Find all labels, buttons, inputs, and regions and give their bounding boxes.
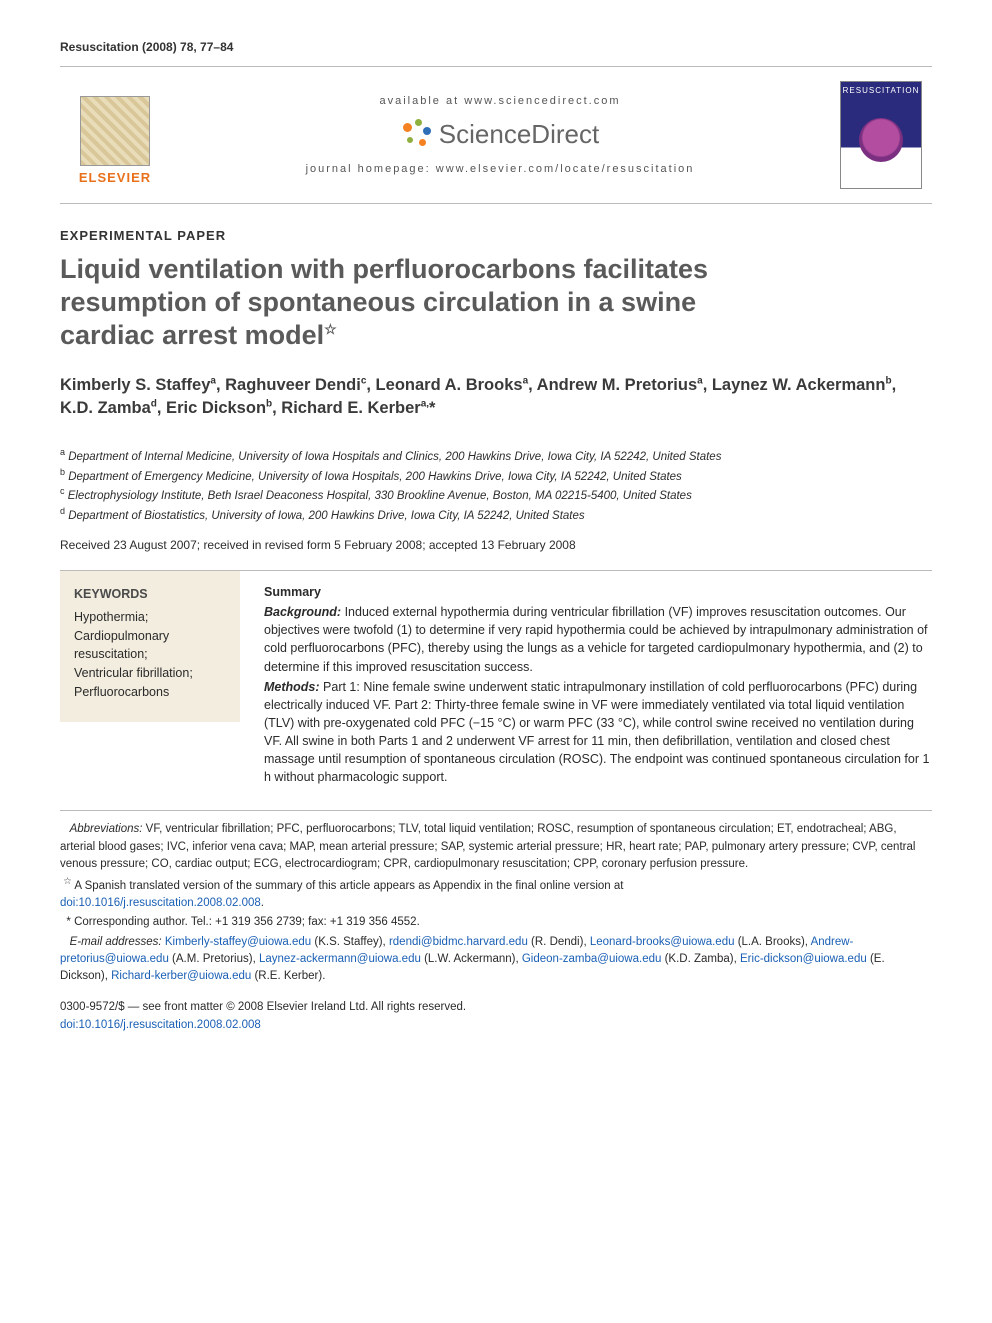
emails-list: Kimberly-staffey@uiowa.edu (K.S. Staffey…: [60, 936, 885, 983]
affiliations: a Department of Internal Medicine, Unive…: [60, 446, 932, 524]
keywords-heading: KEYWORDS: [74, 585, 226, 604]
keywords-box: KEYWORDS Hypothermia;Cardiopulmonary res…: [60, 571, 240, 722]
copyright-line: 0300-9572/$ — see front matter © 2008 El…: [60, 999, 932, 1016]
emails-lead: E-mail addresses:: [70, 936, 162, 948]
title-line-3: cardiac arrest model: [60, 320, 324, 350]
affiliation-line: d Department of Biostatistics, Universit…: [60, 505, 932, 525]
affiliation-line: b Department of Emergency Medicine, Univ…: [60, 466, 932, 486]
author-email-who: (L.A. Brooks),: [735, 936, 811, 948]
cover-heart-icon: [859, 118, 903, 162]
star-doi-suffix: .: [261, 897, 264, 909]
journal-header: ELSEVIER available at www.sciencedirect.…: [60, 66, 932, 204]
summary-heading: Summary: [264, 583, 932, 601]
divider: [60, 810, 932, 811]
title-line-1: Liquid ventilation with perfluorocarbons…: [60, 254, 708, 284]
sd-wordmark: ScienceDirect: [439, 119, 599, 150]
author-email-link[interactable]: Laynez-ackermann@uiowa.edu: [259, 953, 421, 965]
header-center: available at www.sciencedirect.com Scien…: [176, 95, 824, 175]
running-head: Resuscitation (2008) 78, 77–84: [60, 40, 932, 54]
cover-journal-title: RESUSCITATION: [841, 86, 921, 95]
summary-row: KEYWORDS Hypothermia;Cardiopulmonary res…: [60, 571, 932, 788]
author-email-who: (K.S. Staffey),: [311, 936, 389, 948]
elsevier-tree-icon: [80, 96, 150, 166]
author-email-link[interactable]: Richard-kerber@uiowa.edu: [111, 970, 251, 982]
summary-methods: Methods: Part 1: Nine female swine under…: [264, 678, 932, 787]
spanish-footnote: ☆ A Spanish translated version of the su…: [60, 875, 932, 912]
summary-background: Background: Induced external hypothermia…: [264, 603, 932, 676]
title-footnote-mark: ☆: [324, 321, 337, 337]
author-email-who: (A.M. Pretorius),: [169, 953, 259, 965]
spanish-doi-link[interactable]: doi:10.1016/j.resuscitation.2008.02.008: [60, 897, 261, 909]
author-email-link[interactable]: Leonard-brooks@uiowa.edu: [590, 936, 735, 948]
author-email-who: (R.E. Kerber).: [251, 970, 325, 982]
author-email-link[interactable]: Kimberly-staffey@uiowa.edu: [165, 936, 311, 948]
available-at: available at www.sciencedirect.com: [176, 95, 824, 107]
keyword-item: Cardiopulmonary resuscitation;: [74, 627, 226, 665]
journal-cover-thumb: RESUSCITATION: [840, 81, 922, 189]
corresponding-footnote: * Corresponding author. Tel.: +1 319 356…: [60, 914, 932, 931]
article-doi-link[interactable]: doi:10.1016/j.resuscitation.2008.02.008: [60, 1019, 261, 1031]
sd-dots-icon: [401, 117, 435, 151]
affiliation-line: a Department of Internal Medicine, Unive…: [60, 446, 932, 466]
elsevier-wordmark: ELSEVIER: [79, 170, 151, 185]
abbrev-lead: Abbreviations:: [70, 823, 143, 835]
keywords-list: Hypothermia;Cardiopulmonary resuscitatio…: [74, 608, 226, 702]
star-text: A Spanish translated version of the summ…: [72, 880, 624, 892]
author-email-who: (K.D. Zamba),: [661, 953, 740, 965]
abbreviations-footnote: Abbreviations: VF, ventricular fibrillat…: [60, 821, 932, 873]
star-mark: ☆: [63, 876, 72, 887]
journal-homepage: journal homepage: www.elsevier.com/locat…: [176, 163, 824, 175]
keyword-item: Hypothermia;: [74, 608, 226, 627]
methods-lead: Methods:: [264, 680, 320, 694]
sciencedirect-logo: ScienceDirect: [176, 117, 824, 151]
abbrev-text: VF, ventricular fibrillation; PFC, perfl…: [60, 823, 915, 870]
article-type-label: EXPERIMENTAL PAPER: [60, 228, 932, 243]
article-title: Liquid ventilation with perfluorocarbons…: [60, 253, 932, 352]
keyword-item: Ventricular fibrillation;: [74, 664, 226, 683]
background-text: Induced external hypothermia during vent…: [264, 605, 928, 673]
author-email-link[interactable]: rdendi@bidmc.harvard.edu: [389, 936, 528, 948]
corr-text: Corresponding author. Tel.: +1 319 356 2…: [71, 916, 420, 928]
keyword-item: Perfluorocarbons: [74, 683, 226, 702]
footnotes: Abbreviations: VF, ventricular fibrillat…: [60, 821, 932, 985]
author-email-link[interactable]: Eric-dickson@uiowa.edu: [740, 953, 867, 965]
emails-footnote: E-mail addresses: Kimberly-staffey@uiowa…: [60, 934, 932, 986]
article-dates: Received 23 August 2007; received in rev…: [60, 538, 932, 552]
author-email-link[interactable]: Gideon-zamba@uiowa.edu: [522, 953, 662, 965]
abstract: Summary Background: Induced external hyp…: [264, 571, 932, 788]
title-line-2: resumption of spontaneous circulation in…: [60, 287, 696, 317]
article-page: Resuscitation (2008) 78, 77–84 ELSEVIER …: [0, 0, 992, 1064]
author-email-who: (R. Dendi),: [528, 936, 590, 948]
methods-text: Part 1: Nine female swine underwent stat…: [264, 680, 929, 785]
author-email-who: (L.W. Ackermann),: [421, 953, 522, 965]
copyright-block: 0300-9572/$ — see front matter © 2008 El…: [60, 999, 932, 1034]
author-list: Kimberly S. Staffeya, Raghuveer Dendic, …: [60, 374, 932, 420]
affiliation-line: c Electrophysiology Institute, Beth Isra…: [60, 485, 932, 505]
elsevier-logo: ELSEVIER: [70, 85, 160, 185]
background-lead: Background:: [264, 605, 341, 619]
